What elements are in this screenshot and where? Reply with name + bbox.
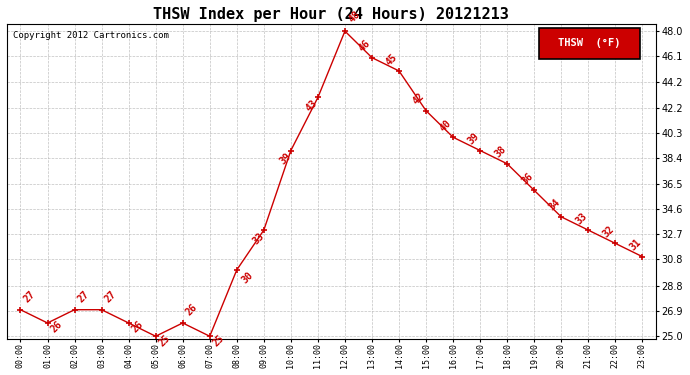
Text: 46: 46 xyxy=(357,38,373,54)
Text: 27: 27 xyxy=(22,289,37,304)
Text: 34: 34 xyxy=(546,198,562,213)
Text: 38: 38 xyxy=(492,144,508,160)
Text: 25: 25 xyxy=(211,333,226,348)
Text: 42: 42 xyxy=(411,92,426,107)
Text: 25: 25 xyxy=(157,333,172,348)
Text: 43: 43 xyxy=(304,98,319,113)
Title: THSW Index per Hour (24 Hours) 20121213: THSW Index per Hour (24 Hours) 20121213 xyxy=(153,7,509,22)
Text: 27: 27 xyxy=(103,289,118,304)
Text: 26: 26 xyxy=(184,302,199,318)
FancyBboxPatch shape xyxy=(539,28,640,59)
Text: 40: 40 xyxy=(438,118,453,133)
Text: THSW  (°F): THSW (°F) xyxy=(558,38,620,48)
Text: 26: 26 xyxy=(130,320,146,335)
Text: 26: 26 xyxy=(49,320,64,335)
Text: 33: 33 xyxy=(573,211,589,226)
Text: 45: 45 xyxy=(384,52,400,67)
Text: 27: 27 xyxy=(76,289,91,304)
Text: 39: 39 xyxy=(277,151,293,166)
Text: 39: 39 xyxy=(465,131,481,147)
Text: 36: 36 xyxy=(520,171,535,186)
Text: 33: 33 xyxy=(250,231,266,246)
Text: 48: 48 xyxy=(347,9,362,24)
Text: 32: 32 xyxy=(600,224,616,239)
Text: 31: 31 xyxy=(627,237,643,253)
Text: Copyright 2012 Cartronics.com: Copyright 2012 Cartronics.com xyxy=(13,31,169,40)
Text: 30: 30 xyxy=(239,270,255,286)
